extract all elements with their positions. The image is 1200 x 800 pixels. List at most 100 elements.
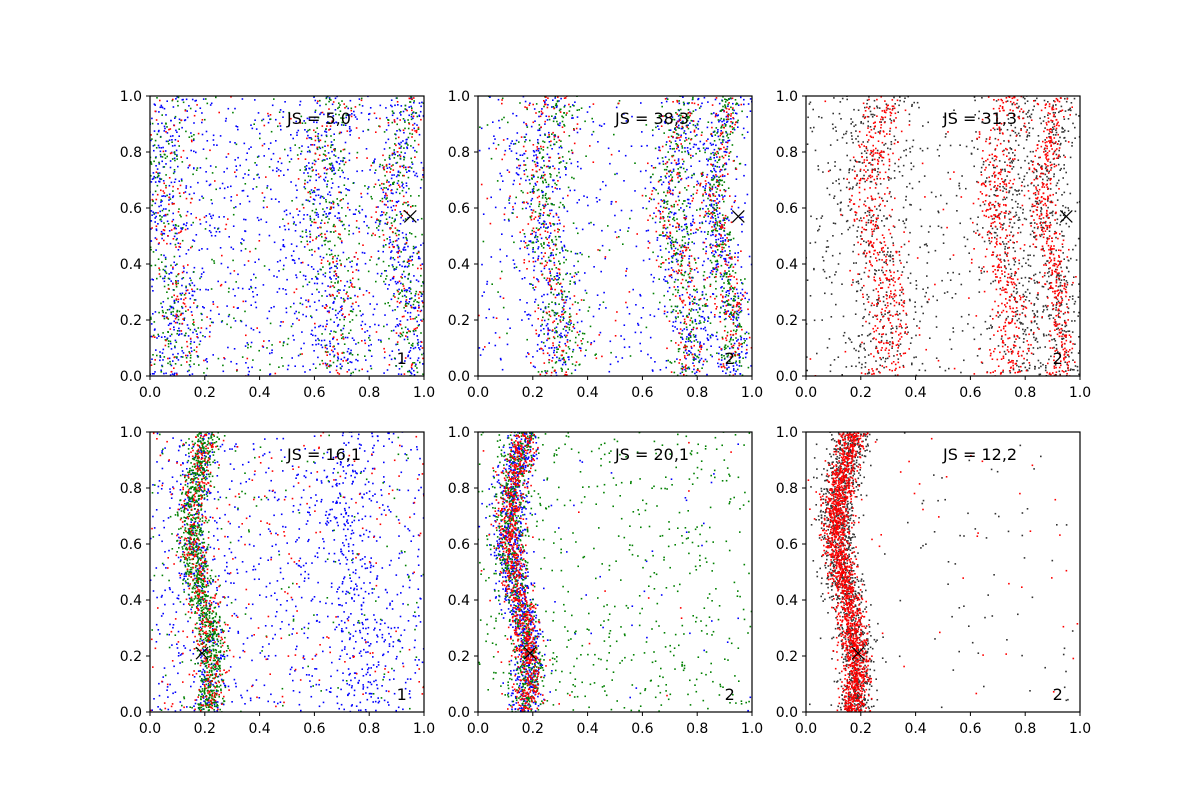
data-point [586,111,589,113]
data-point [204,118,206,121]
data-point [680,263,683,265]
data-point [493,135,495,137]
data-point [566,339,569,341]
data-point [293,291,296,294]
data-point [721,336,724,339]
data-point [494,332,497,334]
data-point [412,115,415,118]
data-point [299,235,302,238]
data-point [723,355,725,357]
data-point [335,121,337,124]
data-point [412,245,415,248]
data-point [302,285,304,288]
data-point [410,344,413,346]
data-point [201,121,203,124]
data-point [561,358,564,360]
data-point [564,342,566,345]
data-point [719,222,722,225]
data-point [525,179,527,182]
data-point [729,250,731,252]
data-point [552,190,554,193]
data-point [390,206,392,209]
data-point [369,303,371,305]
data-point [313,301,316,303]
data-point [179,314,182,316]
data-point [393,293,395,295]
data-point [353,110,355,113]
data-point [396,130,398,132]
data-point [649,314,652,316]
data-point [347,295,349,297]
data-point [174,363,177,365]
data-point [591,133,593,136]
data-point [150,364,153,366]
data-point [619,229,621,231]
data-point [253,178,255,180]
data-point [233,348,236,350]
data-point [327,152,330,154]
data-point [395,175,398,178]
data-point [288,228,290,231]
data-point [244,230,246,232]
data-point [708,158,710,160]
data-point [385,204,387,206]
data-point [740,266,743,268]
data-point [723,200,725,203]
data-point [193,192,195,195]
data-point [418,306,420,309]
data-point [154,181,157,183]
data-point [703,343,705,345]
data-point [676,143,679,146]
data-point [734,295,737,298]
data-point [381,200,384,203]
data-point [304,169,306,171]
data-point [383,166,385,168]
data-point [213,227,216,229]
data-point [305,299,307,302]
data-point [548,245,550,247]
data-point [301,145,303,147]
data-point [165,312,167,314]
data-point [396,123,398,126]
data-point [566,272,568,275]
data-point [254,301,257,304]
data-point [533,289,536,291]
data-point [412,252,415,254]
data-point [628,346,631,348]
data-point [310,138,313,140]
data-point [512,259,515,261]
data-point [350,349,352,352]
data-point [285,311,288,314]
data-point [169,374,172,376]
data-point [551,347,553,349]
data-point [695,358,697,360]
data-point [414,139,416,142]
data-point [743,338,745,340]
data-point [677,286,679,288]
data-point [326,215,329,218]
data-point [734,112,737,114]
data-point [732,319,734,321]
data-point [544,345,546,347]
data-point [182,312,184,315]
data-point [720,264,723,267]
data-point [703,321,705,323]
data-point [340,264,342,267]
data-point [334,270,337,272]
data-point [176,315,178,318]
data-point [663,121,666,123]
data-point [729,231,731,233]
data-point [317,173,320,175]
data-point [746,116,748,118]
data-point [176,100,179,103]
data-point [405,238,408,240]
data-point [570,322,572,324]
data-point [179,242,182,245]
data-point [365,290,368,292]
data-point [376,227,378,229]
data-point [413,307,416,310]
data-point [420,267,422,270]
data-point [202,197,205,199]
data-point [658,146,661,149]
data-point [386,323,388,326]
